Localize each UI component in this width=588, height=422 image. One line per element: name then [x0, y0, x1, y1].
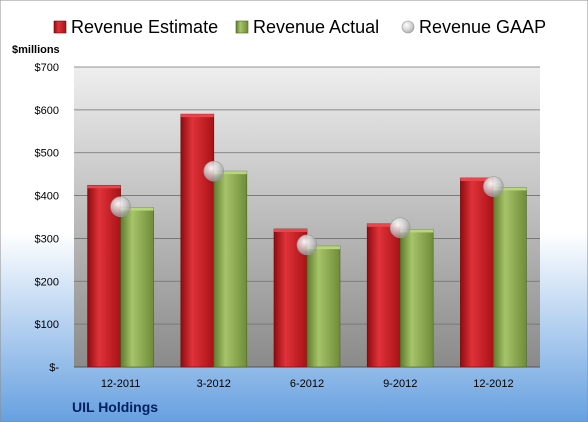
legend-label: Revenue Estimate [71, 17, 218, 37]
estimate-bar-cap [274, 229, 307, 232]
gaap-marker [110, 196, 131, 218]
x-tick-label: 3-2012 [197, 378, 231, 390]
x-tick-label: 12-2011 [101, 378, 141, 390]
y-tick-label: $600 [35, 105, 59, 117]
gaap-marker [389, 217, 411, 239]
legend-marker [401, 20, 415, 34]
estimate-bar-cap [367, 223, 401, 227]
actual-bar-cap [493, 187, 527, 191]
actual-bar [493, 187, 527, 368]
legend: Revenue Estimate Revenue Actual Revenue GA… [53, 17, 546, 37]
actual-bar-cap [400, 229, 434, 233]
y-tick-label: $300 [35, 233, 59, 245]
legend-swatch [235, 20, 249, 34]
gaap-markers [110, 160, 504, 256]
gaap-marker [483, 176, 504, 197]
estimate-bar [87, 184, 121, 368]
legend-label: Revenue GAAP [419, 17, 546, 37]
actual-bar [120, 207, 154, 368]
actual-bar [399, 229, 434, 368]
y-axis: $- $100 $200 $300 $400 $500 $600 $700 [35, 62, 60, 374]
x-tick-label: 12-2012 [473, 378, 513, 390]
legend-label: Revenue Actual [253, 17, 379, 37]
actual-bar-cap [213, 171, 247, 175]
actual-bar-cap [307, 246, 340, 250]
y-axis-unit-label: $millions [12, 44, 60, 56]
y-tick-label: $100 [35, 319, 59, 331]
estimate-bar [180, 113, 215, 368]
estimate-bar [460, 177, 494, 368]
y-tick-label: $400 [35, 191, 59, 203]
x-tick-label: 6-2012 [290, 378, 324, 390]
y-tick-label: $200 [35, 276, 59, 288]
legend-swatch [53, 20, 67, 34]
actual-bar [213, 170, 248, 368]
estimate-bar-cap [87, 185, 121, 189]
estimate-bar-cap [460, 178, 494, 181]
actual-bar [306, 245, 341, 368]
y-tick-label: $500 [35, 148, 59, 160]
estimate-bar [366, 223, 401, 368]
x-tick-label: 9-2012 [383, 378, 417, 390]
company-name: UIL Holdings [72, 399, 158, 415]
actual-bar-cap [120, 207, 154, 211]
y-tick-label: $- [49, 362, 59, 374]
gaap-marker [203, 160, 225, 182]
x-axis: 12-2011 3-2012 6-2012 9-2012 12-2012 [101, 378, 514, 390]
gaap-marker [296, 234, 318, 256]
y-tick-label: $700 [35, 62, 59, 74]
estimate-bar-cap [180, 114, 214, 118]
